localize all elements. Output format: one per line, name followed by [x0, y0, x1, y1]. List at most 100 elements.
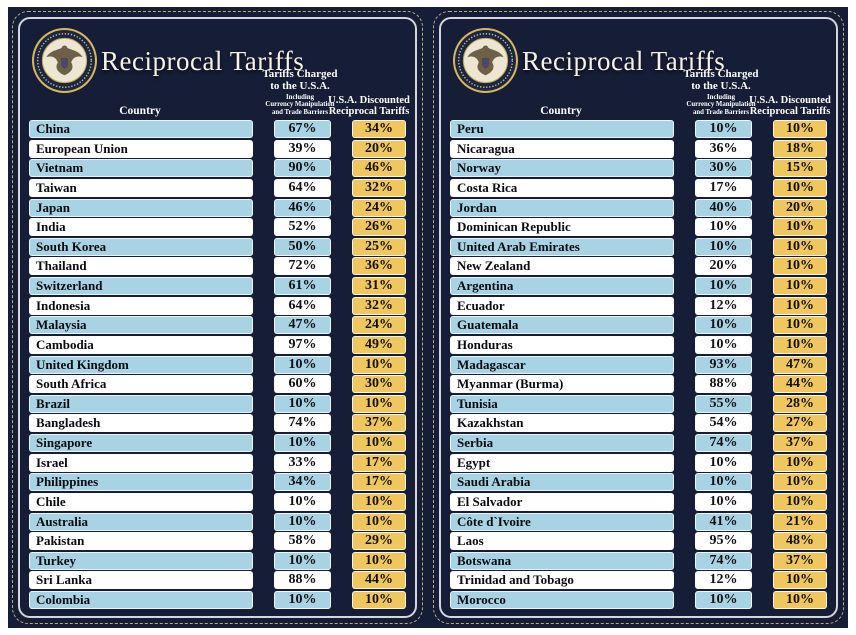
charged-cell: 50% — [274, 237, 331, 256]
charged-cell: 10% — [695, 492, 752, 511]
discounted-cell: 34% — [352, 120, 406, 138]
country-cell: Costa Rica — [450, 178, 674, 197]
country-cell: India — [29, 218, 253, 237]
discounted-cell: 21% — [773, 512, 827, 531]
discounted-cell: 10% — [773, 277, 827, 295]
discounted-cell: 26% — [352, 218, 406, 237]
table-row: Philippines 34% 17% — [29, 473, 406, 492]
charged-cell: 47% — [274, 316, 331, 335]
discounted-cell: 32% — [352, 296, 406, 315]
table-row: Japan 46% 24% — [29, 198, 406, 217]
country-cell: Philippines — [29, 473, 253, 492]
discounted-cell: 29% — [352, 532, 406, 551]
charged-cell: 33% — [274, 453, 331, 472]
table-row: Taiwan 64% 32% — [29, 178, 406, 197]
table-row: Saudi Arabia 10% 10% — [450, 473, 827, 492]
table-row: Madagascar 93% 47% — [450, 355, 827, 374]
discounted-cell: 48% — [773, 532, 827, 551]
country-cell: Australia — [29, 512, 253, 531]
country-cell: United Arab Emirates — [450, 237, 674, 256]
country-cell: Turkey — [29, 551, 253, 570]
discounted-cell: 10% — [773, 316, 827, 335]
charged-cell: 67% — [274, 120, 331, 138]
country-cell: Côte d`Ivoire — [450, 512, 674, 531]
table-row: Vietnam 90% 46% — [29, 159, 406, 178]
table-row: Myanmar (Burma) 88% 44% — [450, 375, 827, 394]
country-cell: Thailand — [29, 257, 253, 276]
table-row: Costa Rica 17% 10% — [450, 178, 827, 197]
discounted-cell: 15% — [773, 159, 827, 178]
country-cell: Sri Lanka — [29, 571, 253, 590]
table-row: Trinidad and Tobago 12% 10% — [450, 571, 827, 590]
country-cell: Switzerland — [29, 277, 253, 295]
table-row: Kazakhstan 54% 27% — [450, 414, 827, 433]
table-row: Côte d`Ivoire 41% 21% — [450, 512, 827, 531]
country-cell: Israel — [29, 453, 253, 472]
charged-cell: 10% — [695, 591, 752, 609]
table-row: Brazil 10% 10% — [29, 394, 406, 413]
country-cell: Myanmar (Burma) — [450, 375, 674, 394]
discounted-cell: 10% — [352, 551, 406, 570]
discounted-cell: 25% — [352, 237, 406, 256]
table-row: India 52% 26% — [29, 218, 406, 237]
charged-cell: 10% — [695, 237, 752, 256]
discounted-cell: 10% — [773, 120, 827, 138]
country-cell: Norway — [450, 159, 674, 178]
charged-cell: 88% — [274, 571, 331, 590]
column-header-charged: Tariffs Charged to the U.S.A. Including … — [662, 68, 780, 117]
discounted-cell: 20% — [352, 139, 406, 158]
table-row: Colombia 10% 10% — [29, 591, 406, 609]
discounted-cell: 10% — [773, 237, 827, 256]
presidential-seal-icon — [453, 28, 518, 93]
country-cell: United Kingdom — [29, 355, 253, 374]
table-row: Malaysia 47% 24% — [29, 316, 406, 335]
table-row: Thailand 72% 36% — [29, 257, 406, 276]
charged-cell: 72% — [274, 257, 331, 276]
table-row: El Salvador 10% 10% — [450, 492, 827, 511]
discounted-cell: 32% — [352, 178, 406, 197]
table-row: China 67% 34% — [29, 120, 406, 138]
discounted-cell: 10% — [773, 591, 827, 609]
tariff-board: Reciprocal Tariffs Country Tariffs Charg… — [8, 7, 848, 628]
discounted-cell: 46% — [352, 159, 406, 178]
table-row: New Zealand 20% 10% — [450, 257, 827, 276]
discounted-cell: 17% — [352, 453, 406, 472]
country-cell: Colombia — [29, 591, 253, 609]
charged-cell: 10% — [695, 218, 752, 237]
discounted-cell: 10% — [352, 434, 406, 452]
charged-cell: 12% — [695, 296, 752, 315]
charged-cell: 17% — [695, 178, 752, 197]
panel-header: Reciprocal Tariffs Country Tariffs Charg… — [29, 24, 410, 120]
table-row: United Arab Emirates 10% 10% — [450, 237, 827, 256]
table-row: Turkey 10% 10% — [29, 551, 406, 570]
discounted-cell: 10% — [773, 218, 827, 237]
presidential-seal-icon — [32, 28, 97, 93]
charged-cell: 34% — [274, 473, 331, 492]
discounted-cell: 10% — [352, 492, 406, 511]
country-cell: Tunisia — [450, 394, 674, 413]
discounted-cell: 10% — [773, 453, 827, 472]
charged-cell: 52% — [274, 218, 331, 237]
charged-cell: 97% — [274, 335, 331, 354]
country-cell: Chile — [29, 492, 253, 511]
charged-cell: 10% — [274, 591, 331, 609]
column-header-country: Country — [540, 105, 582, 118]
country-cell: Argentina — [450, 277, 674, 295]
table-row: Israel 33% 17% — [29, 453, 406, 472]
charged-cell: 39% — [274, 139, 331, 158]
table-row: Norway 30% 15% — [450, 159, 827, 178]
charged-cell: 36% — [695, 139, 752, 158]
charged-cell: 10% — [274, 492, 331, 511]
country-cell: Brazil — [29, 394, 253, 413]
panel-title: Reciprocal Tariffs — [101, 46, 305, 76]
charged-cell: 64% — [274, 178, 331, 197]
country-cell: Nicaragua — [450, 139, 674, 158]
tariff-panel-left: Reciprocal Tariffs Country Tariffs Charg… — [12, 11, 423, 624]
discounted-cell: 24% — [352, 316, 406, 335]
discounted-cell: 10% — [773, 257, 827, 276]
discounted-cell: 36% — [352, 257, 406, 276]
country-cell: Dominican Republic — [450, 218, 674, 237]
table-row: Honduras 10% 10% — [450, 335, 827, 354]
country-cell: Honduras — [450, 335, 674, 354]
country-cell: Guatemala — [450, 316, 674, 335]
